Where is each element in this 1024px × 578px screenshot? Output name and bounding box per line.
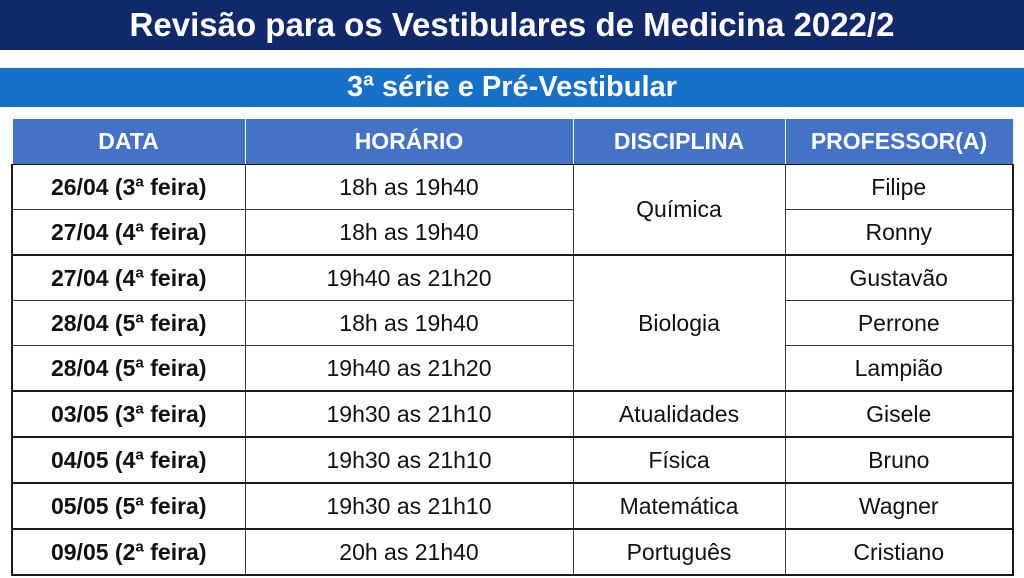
- cell-teacher: Ronny: [784, 209, 1014, 256]
- cell-date: 28/04 (5ª feira): [11, 345, 246, 392]
- table-row: 27/04 (4ª feira) 18h as 19h40 Ronny: [11, 209, 1014, 256]
- cell-subject: Português: [572, 528, 786, 576]
- cell-teacher: Gisele: [784, 390, 1014, 438]
- table-row: 26/04 (3ª feira) 18h as 19h40 Química Fi…: [11, 164, 1014, 256]
- cell-subject: Matemática: [572, 482, 786, 530]
- cell-date: 03/05 (3ª feira): [11, 390, 246, 438]
- cell-teacher: Cristiano: [784, 528, 1014, 576]
- cell-teacher: Bruno: [784, 436, 1014, 484]
- header-subject: DISCIPLINA: [572, 118, 786, 165]
- table-row: 09/05 (2ª feira) 20h as 21h40 Português …: [11, 528, 1014, 576]
- header-time: HORÁRIO: [244, 118, 574, 165]
- cell-teacher: Perrone: [784, 300, 1014, 346]
- table-header-row: DATA HORÁRIO DISCIPLINA PROFESSOR(A): [11, 118, 1014, 165]
- cell-date: 26/04 (3ª feira): [11, 164, 246, 210]
- cell-date: 05/05 (5ª feira): [11, 482, 246, 530]
- header-date: DATA: [11, 118, 246, 165]
- cell-date: 28/04 (5ª feira): [11, 300, 246, 346]
- cell-subject: Física: [572, 436, 786, 484]
- cell-time: 19h40 as 21h20: [244, 345, 574, 392]
- page-title: Revisão para os Vestibulares de Medicina…: [0, 0, 1024, 50]
- table-row: 28/04 (5ª feira) 18h as 19h40 Perrone: [11, 300, 1014, 346]
- cell-time: 19h30 as 21h10: [244, 482, 574, 530]
- cell-subject: Atualidades: [572, 390, 786, 438]
- cell-date: 09/05 (2ª feira): [11, 528, 246, 576]
- cell-teacher: Wagner: [784, 482, 1014, 530]
- cell-teacher: Gustavão: [784, 254, 1014, 301]
- schedule-table: DATA HORÁRIO DISCIPLINA PROFESSOR(A) 26/…: [11, 118, 1014, 576]
- cell-time: 19h30 as 21h10: [244, 390, 574, 438]
- page-subtitle: 3ª série e Pré-Vestibular: [0, 68, 1024, 107]
- table-row: 03/05 (3ª feira) 19h30 as 21h10 Atualida…: [11, 390, 1014, 438]
- cell-date: 27/04 (4ª feira): [11, 209, 246, 256]
- table-row: 27/04 (4ª feira) 19h40 as 21h20 Biologia…: [11, 254, 1014, 392]
- cell-time: 18h as 19h40: [244, 164, 574, 210]
- cell-date: 27/04 (4ª feira): [11, 254, 246, 301]
- cell-time: 18h as 19h40: [244, 209, 574, 256]
- cell-time: 20h as 21h40: [244, 528, 574, 576]
- cell-time: 19h40 as 21h20: [244, 254, 574, 301]
- table-row: 28/04 (5ª feira) 19h40 as 21h20 Lampião: [11, 345, 1014, 392]
- table-row: 05/05 (5ª feira) 19h30 as 21h10 Matemáti…: [11, 482, 1014, 530]
- cell-subject: Biologia: [572, 254, 786, 392]
- cell-date: 04/05 (4ª feira): [11, 436, 246, 484]
- header-teacher: PROFESSOR(A): [784, 118, 1014, 165]
- table-row: 04/05 (4ª feira) 19h30 as 21h10 Física B…: [11, 436, 1014, 484]
- cell-time: 18h as 19h40: [244, 300, 574, 346]
- cell-teacher: Filipe: [784, 164, 1014, 210]
- cell-time: 19h30 as 21h10: [244, 436, 574, 484]
- cell-subject: Química: [572, 164, 786, 256]
- cell-teacher: Lampião: [784, 345, 1014, 392]
